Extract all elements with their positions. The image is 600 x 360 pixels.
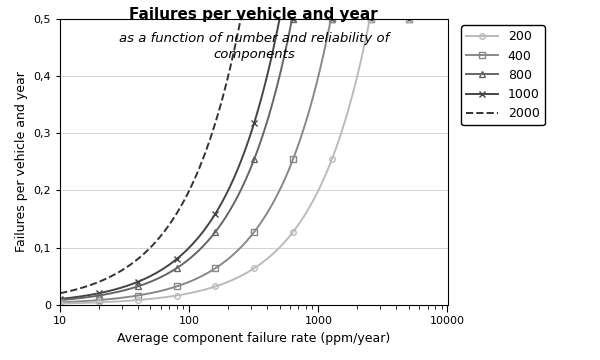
200 (375, 17, 382, 21)
Line: 400: 400 (58, 16, 450, 305)
1000 (266, 63, 274, 67)
200 (56, 301, 64, 306)
200 (266, 255, 274, 259)
200 (444, 17, 451, 21)
Line: 200: 200 (58, 16, 450, 306)
200 (436, 17, 443, 21)
2000 (56, 291, 64, 295)
400 (328, 17, 335, 21)
Legend: 200, 400, 800, 1000, 2000: 200, 400, 800, 1000, 2000 (461, 25, 545, 125)
2000 (444, 17, 451, 21)
2000 (244, 17, 251, 21)
1000 (56, 297, 64, 301)
400 (375, 17, 382, 21)
800 (241, 181, 248, 185)
1000 (436, 17, 443, 21)
800 (56, 298, 64, 302)
1000 (241, 150, 248, 155)
1000 (243, 144, 250, 148)
2000 (375, 17, 382, 21)
1000 (288, 17, 295, 21)
800 (287, 23, 295, 28)
400 (243, 239, 250, 243)
800 (436, 17, 443, 21)
400 (241, 242, 248, 246)
Text: as a function of number and reliability of
components: as a function of number and reliability … (119, 32, 389, 62)
800 (266, 111, 274, 115)
400 (436, 17, 443, 21)
Line: 2000: 2000 (60, 19, 448, 293)
800 (375, 17, 382, 21)
400 (287, 163, 295, 167)
2000 (288, 17, 295, 21)
1000 (444, 17, 451, 21)
2000 (241, 17, 248, 21)
400 (266, 207, 274, 211)
400 (444, 17, 451, 21)
X-axis label: Average component failure rate (ppm/year): Average component failure rate (ppm/year… (117, 332, 391, 345)
Y-axis label: Failures per vehicle and year: Failures per vehicle and year (15, 71, 28, 252)
200 (287, 233, 295, 237)
200 (366, 17, 373, 21)
1000 (375, 17, 382, 21)
800 (444, 17, 451, 21)
800 (243, 176, 250, 180)
200 (241, 272, 248, 276)
200 (243, 271, 250, 275)
1000 (276, 17, 283, 21)
Line: 1000: 1000 (58, 16, 450, 302)
2000 (267, 17, 274, 21)
Line: 800: 800 (58, 16, 450, 303)
400 (56, 300, 64, 305)
800 (289, 17, 296, 21)
2000 (238, 17, 245, 21)
Text: Failures per vehicle and year: Failures per vehicle and year (130, 7, 378, 22)
2000 (436, 17, 443, 21)
